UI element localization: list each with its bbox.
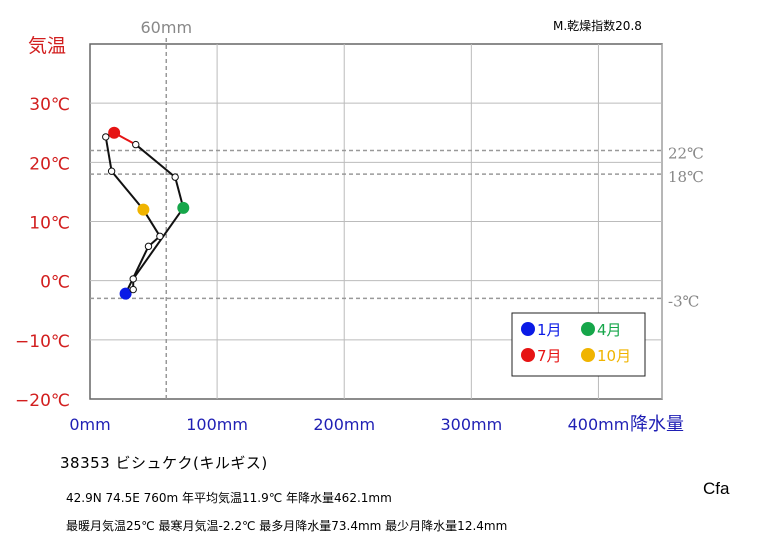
month-point-highlight-10 <box>137 203 150 216</box>
climograph-segment-3 <box>132 207 185 280</box>
month-point-2 <box>129 285 137 294</box>
legend-label-2: 7月 <box>537 347 562 365</box>
legend-marker-0 <box>521 322 535 336</box>
legend-marker-2 <box>521 348 535 362</box>
month-point-9 <box>107 167 116 175</box>
x-axis-title: 降水量 <box>630 414 684 435</box>
month-point-12 <box>144 242 153 251</box>
month-point-highlight-4 <box>177 201 190 214</box>
climograph-segment-9 <box>110 170 145 211</box>
climograph-segment-8 <box>104 136 113 172</box>
reference-label-horizontal-2: -3℃ <box>668 292 699 310</box>
legend-box <box>511 312 646 377</box>
x-tick-label: 400mm <box>568 415 630 434</box>
month-point-6 <box>132 140 140 149</box>
y-axis-title: 気温 <box>28 35 66 57</box>
x-tick-label: 200mm <box>313 415 375 434</box>
y-tick-label: −20℃ <box>15 391 70 411</box>
station-title: 38353 ビシュケク(キルギス) <box>60 454 268 472</box>
x-tick-label: 300mm <box>440 415 502 434</box>
month-point-highlight-7 <box>108 126 121 139</box>
climate-classification: Cfa <box>703 479 730 498</box>
x-tick-label: 0mm <box>69 415 110 434</box>
y-tick-label: −10℃ <box>15 332 70 352</box>
station-summary-line-2: 最暖月気温25℃ 最寒月気温-2.2℃ 最多月降水量73.4mm 最少月降水量1… <box>66 519 508 533</box>
climograph-segment-5 <box>135 143 176 178</box>
month-point-5 <box>171 173 179 181</box>
month-point-3 <box>129 275 137 283</box>
y-tick-label: 20℃ <box>29 154 70 174</box>
y-tick-label: 10℃ <box>29 214 70 234</box>
legend-marker-1 <box>581 322 595 336</box>
reference-label-vertical: 60mm <box>141 18 193 37</box>
legend-marker-3 <box>581 348 595 362</box>
y-tick-label: 30℃ <box>29 95 70 115</box>
reference-label-horizontal-0: 22℃ <box>668 145 704 163</box>
month-point-11 <box>156 232 164 240</box>
month-point-highlight-1 <box>119 287 132 300</box>
month-point-8 <box>102 133 110 141</box>
legend-label-0: 1月 <box>537 321 562 339</box>
x-tick-label: 100mm <box>186 415 248 434</box>
station-summary-line-1: 42.9N 74.5E 760m 年平均気温11.9℃ 年降水量462.1mm <box>66 491 392 505</box>
climograph-segment-12 <box>124 245 150 295</box>
legend-label-3: 10月 <box>597 347 631 365</box>
legend-label-1: 4月 <box>597 321 622 339</box>
reference-label-horizontal-1: 18℃ <box>668 168 704 186</box>
aridity-index-label: M.乾燥指数20.8 <box>553 19 642 33</box>
y-tick-label: 0℃ <box>40 273 70 293</box>
